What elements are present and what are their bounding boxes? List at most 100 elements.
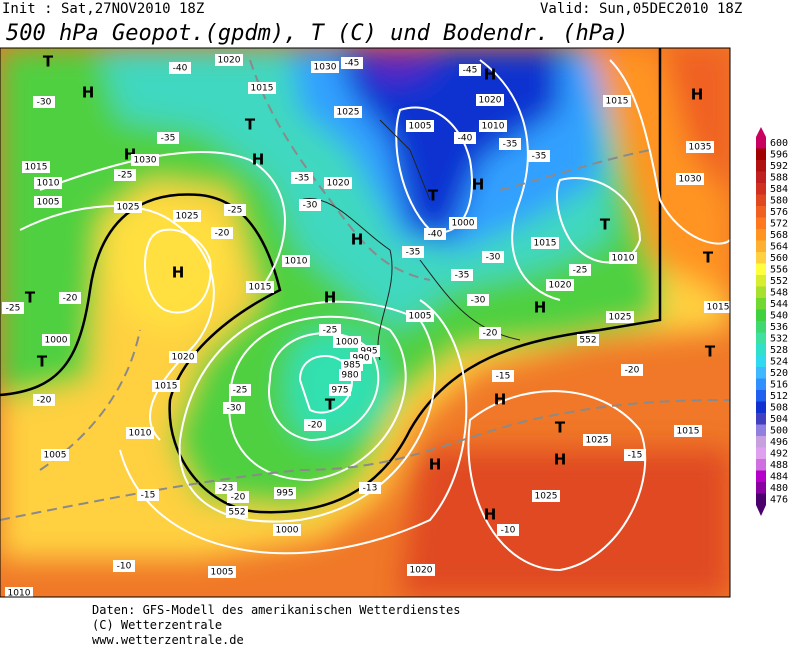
label-background bbox=[131, 154, 159, 166]
colorbar-label: 508 bbox=[770, 402, 788, 413]
label-background bbox=[223, 402, 245, 414]
pressure-center: T bbox=[37, 353, 48, 371]
label-background bbox=[546, 279, 574, 291]
colorbar-swatch bbox=[756, 401, 766, 413]
colorbar-swatch bbox=[756, 367, 766, 379]
colorbar-label: 556 bbox=[770, 264, 788, 275]
contour-label: 1015 bbox=[707, 303, 730, 313]
label-background bbox=[282, 255, 310, 267]
colorbar-swatch bbox=[756, 447, 766, 459]
label-background bbox=[499, 138, 521, 150]
contour-label: 1005 bbox=[409, 122, 432, 132]
colorbar-label: 496 bbox=[770, 437, 788, 448]
contour-label: -25 bbox=[6, 304, 21, 314]
pressure-center: H bbox=[494, 391, 507, 409]
contour-label: -25 bbox=[573, 266, 588, 276]
contour-label: -35 bbox=[406, 248, 421, 258]
pressure-center: H bbox=[324, 289, 337, 307]
pressure-center: H bbox=[691, 86, 704, 104]
label-background bbox=[42, 334, 70, 346]
colorbar-swatch bbox=[756, 275, 766, 287]
label-background bbox=[531, 237, 559, 249]
label-background bbox=[152, 380, 180, 392]
colorbar-label: 516 bbox=[770, 379, 788, 390]
contour-label: -40 bbox=[173, 64, 188, 74]
label-background bbox=[583, 434, 611, 446]
map-frame bbox=[0, 47, 731, 598]
contour-label: 975 bbox=[331, 386, 348, 396]
colorbar-swatch bbox=[756, 298, 766, 310]
colorbar-swatch bbox=[756, 160, 766, 172]
label-background bbox=[229, 384, 251, 396]
contour-label: -40 bbox=[428, 230, 443, 240]
label-background bbox=[577, 334, 599, 346]
label-background bbox=[479, 120, 507, 132]
label-background bbox=[114, 169, 136, 181]
contour-label: -10 bbox=[117, 562, 132, 572]
footer-copyright: (C) Wetterzentrale bbox=[92, 618, 222, 632]
label-background bbox=[449, 217, 477, 229]
pressure-center: T bbox=[703, 249, 714, 267]
pressure-center: T bbox=[600, 216, 611, 234]
label-background bbox=[274, 487, 296, 499]
colorbar-label: 576 bbox=[770, 207, 788, 218]
contour-label: -15 bbox=[141, 491, 156, 501]
contour-label: -25 bbox=[118, 171, 133, 181]
contour-label: -15 bbox=[496, 372, 511, 382]
label-background bbox=[674, 425, 702, 437]
colorbar-swatch bbox=[756, 413, 766, 425]
contour-label: 1010 bbox=[285, 257, 308, 267]
pressure-center: H bbox=[172, 264, 185, 282]
label-background bbox=[532, 490, 560, 502]
pressure-center: H bbox=[252, 151, 265, 169]
contour-label: 1005 bbox=[37, 198, 60, 208]
contour-label: 1025 bbox=[176, 212, 199, 222]
contour-label: -10 bbox=[501, 526, 516, 536]
colorbar-label: 596 bbox=[770, 149, 788, 160]
label-background bbox=[169, 351, 197, 363]
colorbar-swatch bbox=[756, 470, 766, 482]
colorbar-label: 580 bbox=[770, 195, 788, 206]
contour-label: 1000 bbox=[452, 219, 475, 229]
label-background bbox=[704, 301, 730, 313]
label-background bbox=[406, 120, 434, 132]
label-background bbox=[299, 199, 321, 211]
colorbar-swatch bbox=[756, 344, 766, 356]
colorbar-swatch bbox=[756, 194, 766, 206]
contour-label: -30 bbox=[486, 253, 501, 263]
label-background bbox=[304, 419, 326, 431]
contour-label: -20 bbox=[37, 396, 52, 406]
pressure-center: H bbox=[429, 456, 442, 474]
contour-label: -40 bbox=[458, 134, 473, 144]
label-background bbox=[2, 302, 24, 314]
label-background bbox=[5, 587, 33, 597]
label-background bbox=[41, 449, 69, 461]
contour-label: -45 bbox=[463, 66, 478, 76]
contour-label: 995 bbox=[360, 347, 377, 357]
colorbar-label: 600 bbox=[770, 138, 788, 149]
contour-label: -25 bbox=[233, 386, 248, 396]
colorbar-label: 592 bbox=[770, 161, 788, 172]
contour-label: -30 bbox=[303, 201, 318, 211]
pressure-center: T bbox=[325, 396, 336, 414]
contour-label: 1025 bbox=[609, 313, 632, 323]
contour-label: -20 bbox=[231, 493, 246, 503]
label-background bbox=[407, 564, 435, 576]
label-background bbox=[169, 62, 191, 74]
label-background bbox=[273, 524, 301, 536]
label-background bbox=[467, 294, 489, 306]
contour-label: 1015 bbox=[155, 382, 178, 392]
colorbar-arrow-top bbox=[756, 127, 766, 137]
label-background bbox=[137, 489, 159, 501]
label-background bbox=[246, 281, 274, 293]
pressure-center: T bbox=[555, 419, 566, 437]
label-background bbox=[157, 132, 179, 144]
colorbar-label: 520 bbox=[770, 368, 788, 379]
colorbar-swatch bbox=[756, 309, 766, 321]
pressure-center: T bbox=[428, 187, 439, 205]
label-background bbox=[528, 150, 550, 162]
label-background bbox=[341, 57, 363, 69]
label-background bbox=[126, 427, 154, 439]
